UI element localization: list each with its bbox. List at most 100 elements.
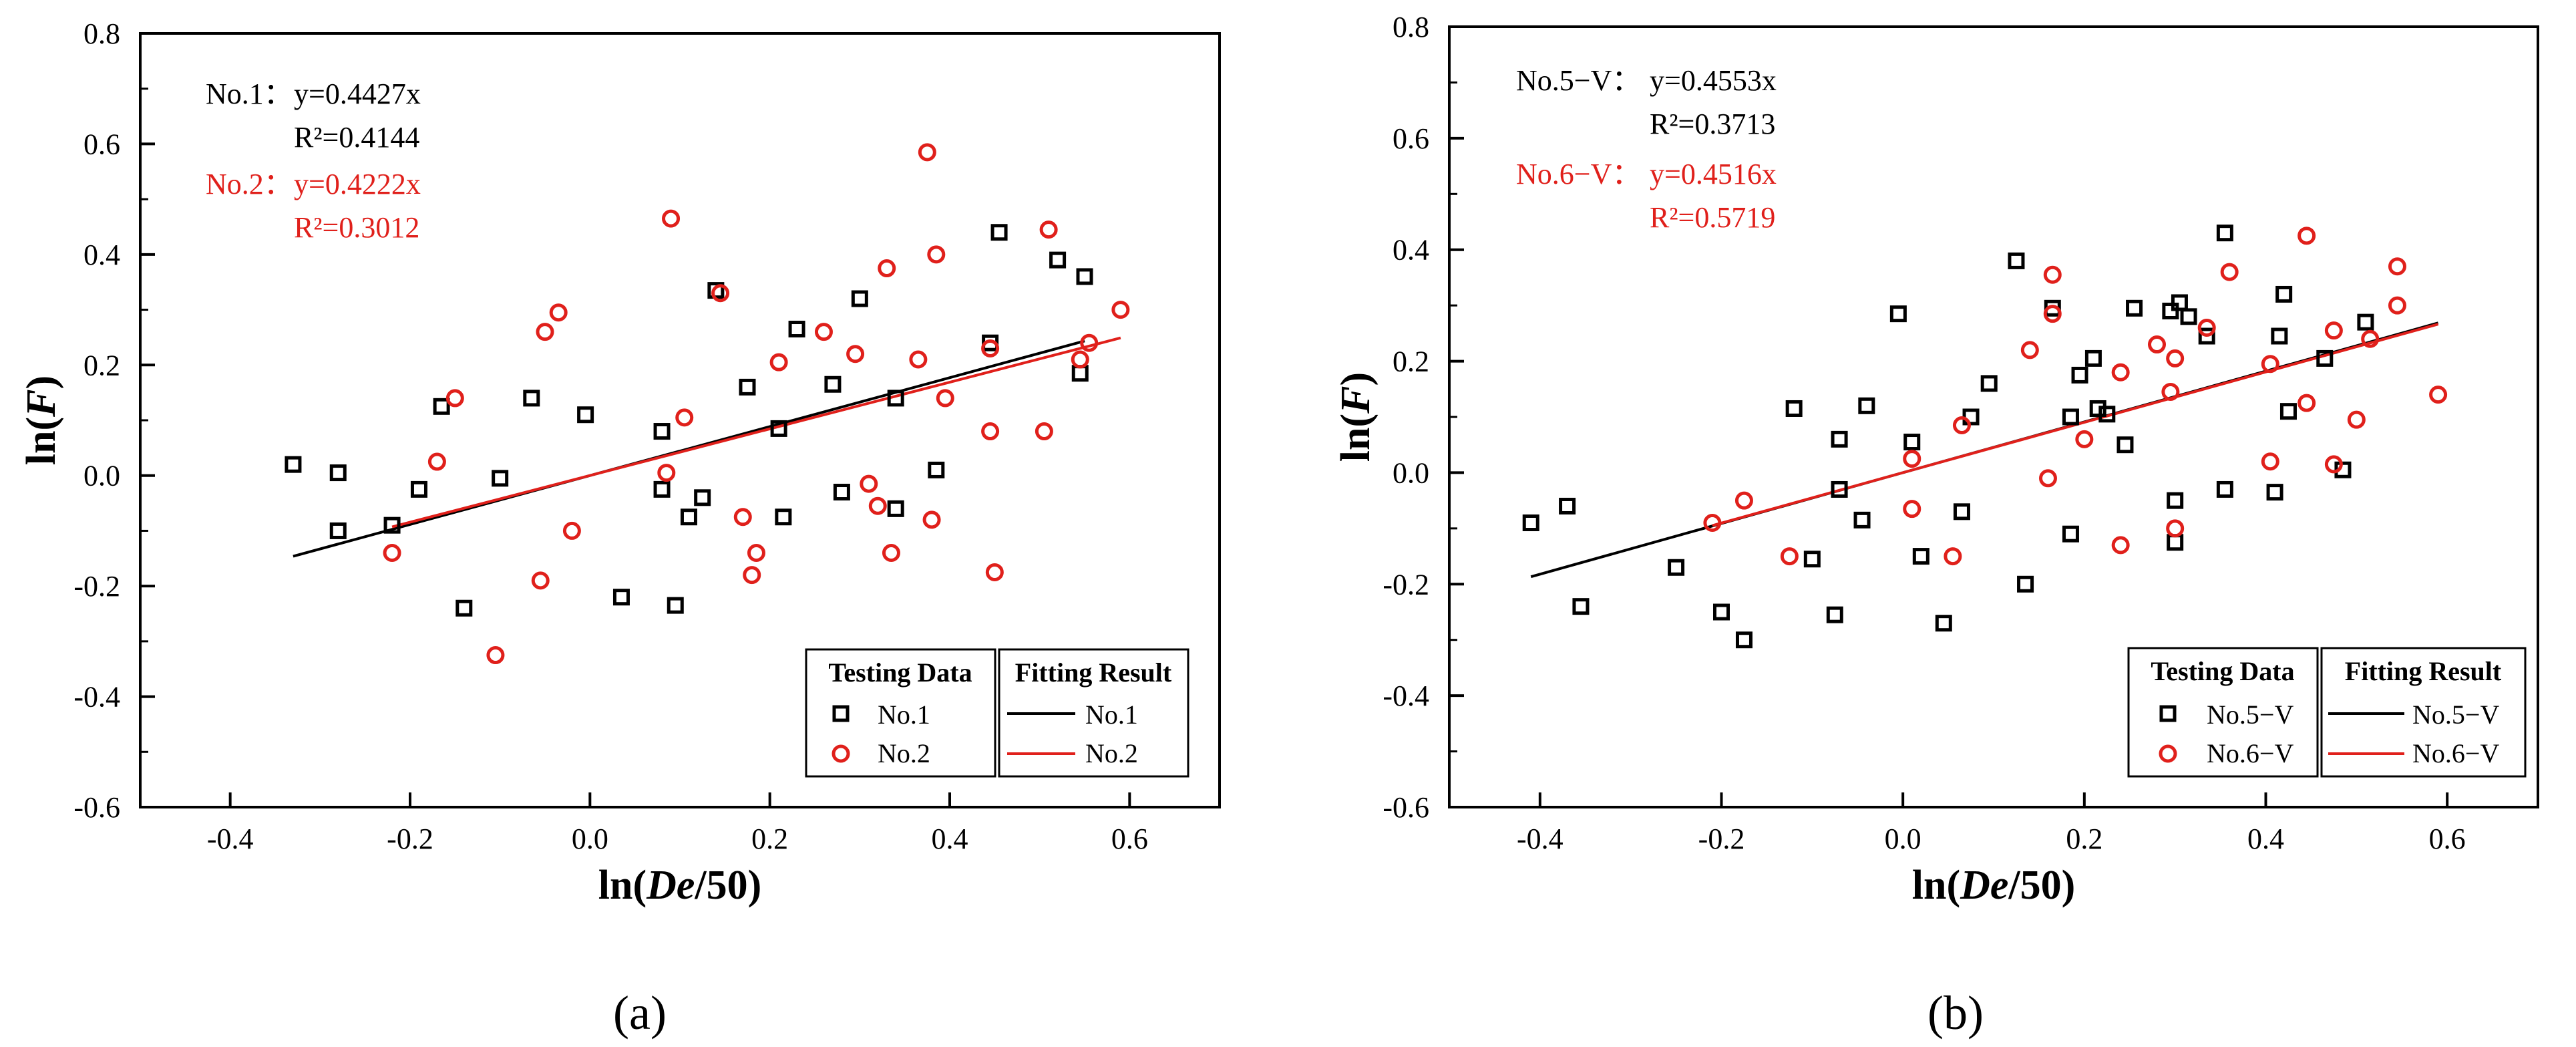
data-point-circle [981, 339, 1000, 357]
data-point-circle [1903, 450, 1921, 468]
data-point-square [1831, 480, 1848, 498]
data-point-square [2216, 225, 2233, 242]
data-point-square [990, 224, 1008, 241]
data-point-circle [814, 323, 833, 341]
data-point-circle [1734, 491, 1753, 510]
data-point-circle [562, 521, 581, 540]
legend-fit-label-1: No.1 [1085, 700, 1138, 730]
r2-text-1: R²=0.3713 [1650, 108, 1775, 140]
legend-data-label-1: No.5−V [2207, 700, 2293, 730]
data-point-square [2357, 313, 2374, 331]
data-point-circle [2161, 382, 2180, 401]
data-point-square [329, 464, 347, 482]
data-point-square [2071, 366, 2088, 384]
data-point-circle [711, 284, 730, 303]
data-point-circle [1080, 333, 1099, 352]
legend-fit-label-2: No.2 [1085, 738, 1138, 768]
data-point-circle [733, 508, 752, 527]
x-tick-label: 0.6 [2429, 822, 2466, 855]
equation-text-2: y=0.4222x [294, 168, 421, 200]
data-point-square [928, 461, 945, 478]
data-point-square [739, 378, 756, 396]
legend-box-data [805, 648, 996, 778]
panel-caption: (b) [1927, 986, 1984, 1040]
data-point-square [455, 599, 473, 617]
data-point-square [1668, 559, 1685, 576]
data-point-circle [662, 209, 681, 228]
tick-labels: -0.4 -0.2 0.0 0.2 0.4 0.6 -0.6 -0.4 -0.2 0.0 0.2 0.… [1383, 11, 2465, 855]
data-point-square [788, 321, 805, 338]
data-point-square [1559, 497, 1576, 514]
y-tick-label: -0.4 [73, 681, 120, 714]
data-point-circle [383, 544, 401, 563]
legend-header-testing-data: Testing Data [2151, 656, 2294, 686]
legend-square-marker [832, 705, 850, 722]
axis-ticks [1449, 25, 2449, 808]
data-point-square [2162, 302, 2179, 319]
y-tick-label: 0.4 [1393, 234, 1429, 267]
data-point-circle [747, 544, 765, 563]
data-point-square [824, 376, 842, 393]
legend-data-label-2: No.6−V [2207, 738, 2293, 768]
data-point-square [1831, 430, 1848, 448]
data-point-square [2167, 492, 2184, 509]
x-tick-label: -0.4 [1517, 822, 1563, 855]
data-point-circle [981, 422, 1000, 441]
y-tick-label: -0.2 [73, 570, 120, 603]
data-point-square [2216, 480, 2233, 498]
y-tick-label: 0.2 [1393, 345, 1429, 378]
data-point-square [2271, 327, 2288, 345]
y-tick-label: 0.0 [1393, 456, 1429, 489]
data-point-square [2279, 403, 2297, 420]
data-point-circle [2388, 296, 2406, 315]
data-point-square [653, 423, 671, 440]
data-point-circle [918, 143, 936, 162]
data-point-circle [2020, 341, 2039, 359]
legend-header-testing-data: Testing Data [828, 657, 972, 688]
data-point-circle [1035, 422, 1053, 441]
data-point-circle [2111, 363, 2130, 382]
legend-circle-marker [2159, 744, 2177, 763]
data-point-square [523, 390, 540, 407]
y-axis-label-text: ln(F) [19, 376, 64, 465]
data-point-square [2316, 349, 2334, 367]
data-point-circle [2347, 410, 2366, 429]
data-point-square [680, 508, 697, 526]
data-point-circle [2324, 321, 2343, 340]
y-tick-label: 0.8 [1393, 11, 1429, 43]
data-point-circle [2111, 536, 2130, 555]
data-point-circle [2166, 349, 2185, 367]
data-point-circle [846, 345, 865, 363]
x-tick-label: 0.2 [2066, 822, 2102, 855]
y-tick-label: -0.6 [73, 791, 120, 824]
data-point-circle [1111, 301, 1130, 319]
data-point-circle [486, 646, 505, 665]
data-point-square [612, 589, 630, 606]
fit-line [391, 336, 1121, 529]
legend-header-fitting-result: Fitting Result [2345, 656, 2502, 686]
data-point-circle [1944, 547, 1962, 566]
data-point-square [770, 420, 787, 437]
data-point-circle [2297, 394, 2316, 412]
data-point-square [2198, 327, 2215, 345]
data-point-square [2017, 575, 2034, 593]
legend: Testing Data Fitting Result No.1 No.2 No… [805, 648, 1189, 778]
y-tick-label: 0.6 [83, 128, 120, 160]
equation-label-1: No.1： [206, 78, 293, 110]
equation-label-2: No.2： [206, 168, 293, 200]
data-point-square [2098, 406, 2116, 423]
data-point-circle [2261, 452, 2279, 471]
r2-text-2: R²=0.5719 [1650, 201, 1775, 234]
y-axis-label: ln(F) [19, 376, 64, 465]
data-point-square [2171, 294, 2188, 311]
panel-b: -0.4 -0.2 0.0 0.2 0.4 0.6 -0.6 -0.4 -0.2 0.0 0.2 0.… [1333, 11, 2539, 1040]
equation-label-1: No.5−V： [1516, 64, 1641, 97]
data-point-square [1049, 251, 1067, 269]
data-point-square [887, 390, 904, 407]
data-point-square [1935, 615, 1952, 632]
x-tick-label: 0.0 [572, 822, 608, 855]
data-point-square [1572, 598, 1590, 615]
data-point-circle [675, 408, 694, 427]
data-point-square [1853, 511, 1871, 529]
